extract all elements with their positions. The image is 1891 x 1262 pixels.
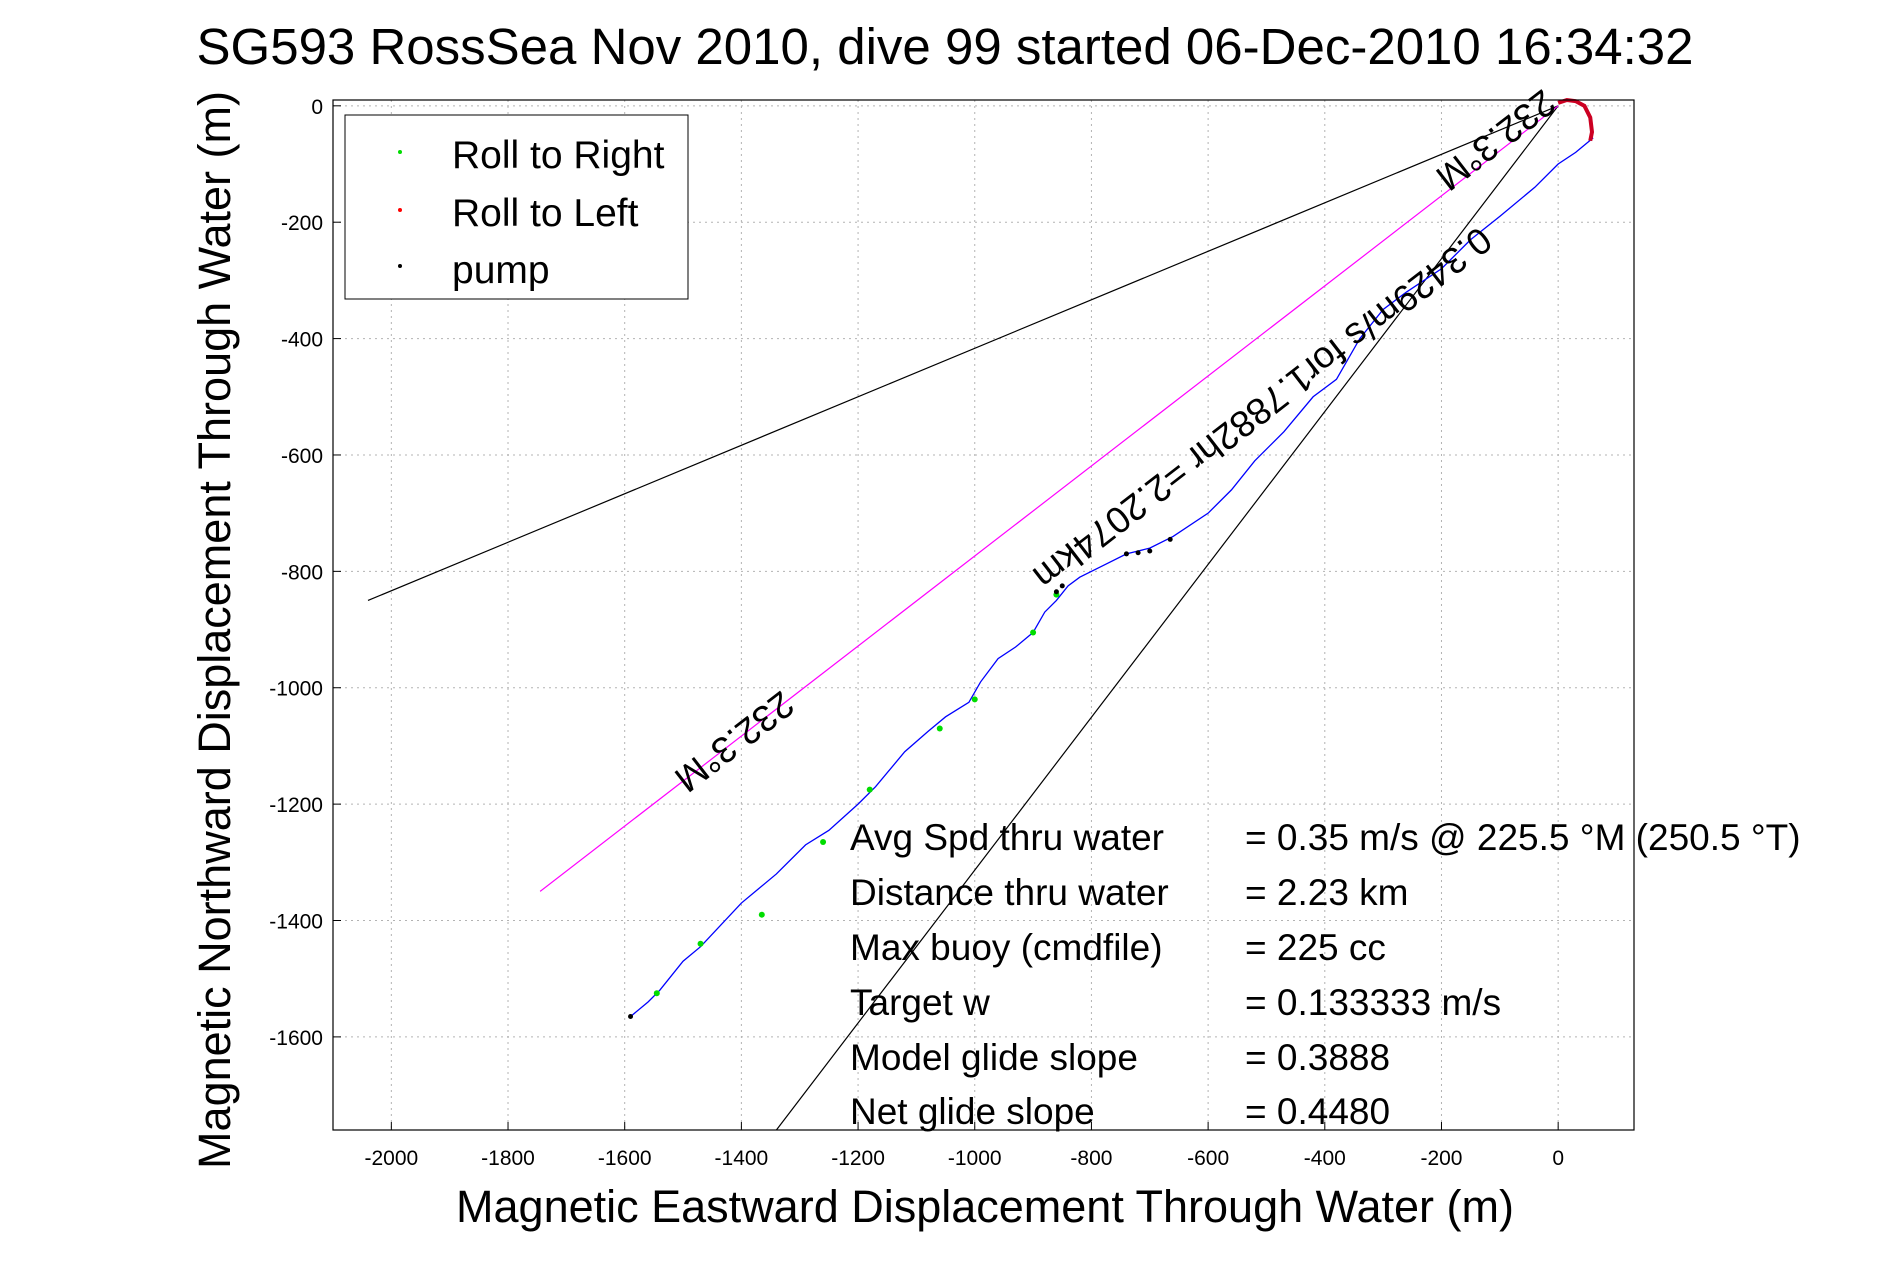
stat-label-avg-speed: Avg Spd thru water	[850, 817, 1164, 858]
legend-marker-roll-left	[398, 208, 402, 212]
y-tick-label-1: -200	[281, 212, 323, 235]
x-tick-label-5: -1000	[948, 1147, 1002, 1170]
roll-right-marker-2	[758, 911, 765, 918]
bound-line-1	[775, 105, 1559, 1131]
grid-lines	[333, 100, 1634, 1130]
chart-title: SG593 RossSea Nov 2010, dive 99 started …	[197, 18, 1694, 75]
x-tick-label-4: -1200	[831, 1147, 885, 1170]
x-tick-label-0: -2000	[364, 1147, 418, 1170]
x-tick-label-3: -1400	[715, 1147, 769, 1170]
heading-line	[539, 105, 1559, 892]
legend-box	[344, 114, 689, 300]
pump-marker-1	[1053, 589, 1059, 595]
roll-right-marker-7	[1030, 629, 1037, 636]
roll-right-marker-4	[866, 786, 873, 793]
pump-marker-4	[1135, 550, 1141, 556]
y-tick-label-7: -1400	[269, 911, 323, 934]
pump-marker-3	[1123, 551, 1129, 557]
bound-line-0	[367, 105, 1559, 602]
tick-labels: -2000 -1800 -1600 -1400 -1200 -1000 -800 -600 -4…	[269, 96, 1564, 1170]
stat-value-net-glide: = 0.4480	[1245, 1091, 1390, 1132]
plot-frame	[332, 99, 1635, 1131]
legend: Roll to Right Roll to Left pump	[344, 114, 689, 300]
roll-right-marker-1	[697, 940, 704, 947]
trajectory-series-0	[630, 137, 1594, 1018]
y-tick-label-4: -800	[281, 561, 323, 584]
x-tick-label-10: 0	[1552, 1147, 1564, 1170]
legend-marker-pump	[398, 264, 402, 268]
pump-marker-0	[628, 1014, 634, 1020]
legend-label-pump: pump	[452, 249, 550, 292]
legend-marker-roll-right	[398, 150, 402, 154]
stat-value-target-w: = 0.133333 m/s	[1245, 982, 1501, 1023]
y-axis-label: Magnetic Northward Displacement Through …	[189, 91, 240, 1169]
pump-marker-6	[1167, 536, 1173, 542]
stat-label-target-w: Target w	[850, 982, 990, 1023]
marker-layer	[628, 536, 1173, 1020]
y-tick-label-6: -1200	[269, 794, 323, 817]
x-tick-label-6: -800	[1070, 1147, 1112, 1170]
stat-value-avg-speed: = 0.35 m/s @ 225.5 °M (250.5 °T)	[1245, 817, 1801, 858]
roll-right-marker-5	[936, 725, 943, 732]
roll-right-marker-3	[820, 838, 827, 845]
x-axis-label: Magnetic Eastward Displacement Through W…	[456, 1181, 1514, 1232]
stats-block: Avg Spd thru water = 0.35 m/s @ 225.5 °M…	[850, 817, 1801, 1132]
y-tick-label-5: -1000	[269, 678, 323, 701]
y-tick-label-0: 0	[311, 96, 323, 119]
stat-value-max-buoy: = 225 cc	[1245, 927, 1386, 968]
y-tick-label-2: -400	[281, 329, 323, 352]
stat-value-distance: = 2.23 km	[1245, 872, 1409, 913]
legend-label-roll-left: Roll to Left	[452, 192, 639, 235]
roll-right-marker-6	[971, 696, 978, 703]
legend-label-roll-right: Roll to Right	[452, 134, 665, 177]
pump-marker-2	[1059, 583, 1065, 589]
x-tick-label-2: -1600	[598, 1147, 652, 1170]
pump-marker-5	[1147, 548, 1153, 554]
y-tick-label-3: -600	[281, 445, 323, 468]
x-tick-label-1: -1800	[481, 1147, 535, 1170]
x-tick-label-7: -600	[1187, 1147, 1229, 1170]
stat-label-distance: Distance thru water	[850, 872, 1169, 913]
stat-label-model-glide: Model glide slope	[850, 1037, 1138, 1078]
x-tick-label-8: -400	[1304, 1147, 1346, 1170]
reference-lines	[367, 105, 1559, 1131]
roll-right-marker-0	[653, 990, 660, 997]
stat-label-net-glide: Net glide slope	[850, 1091, 1095, 1132]
stat-label-max-buoy: Max buoy (cmdfile)	[850, 927, 1163, 968]
y-tick-label-8: -1600	[269, 1027, 323, 1050]
stat-value-model-glide: = 0.3888	[1245, 1037, 1390, 1078]
x-tick-label-9: -200	[1420, 1147, 1462, 1170]
